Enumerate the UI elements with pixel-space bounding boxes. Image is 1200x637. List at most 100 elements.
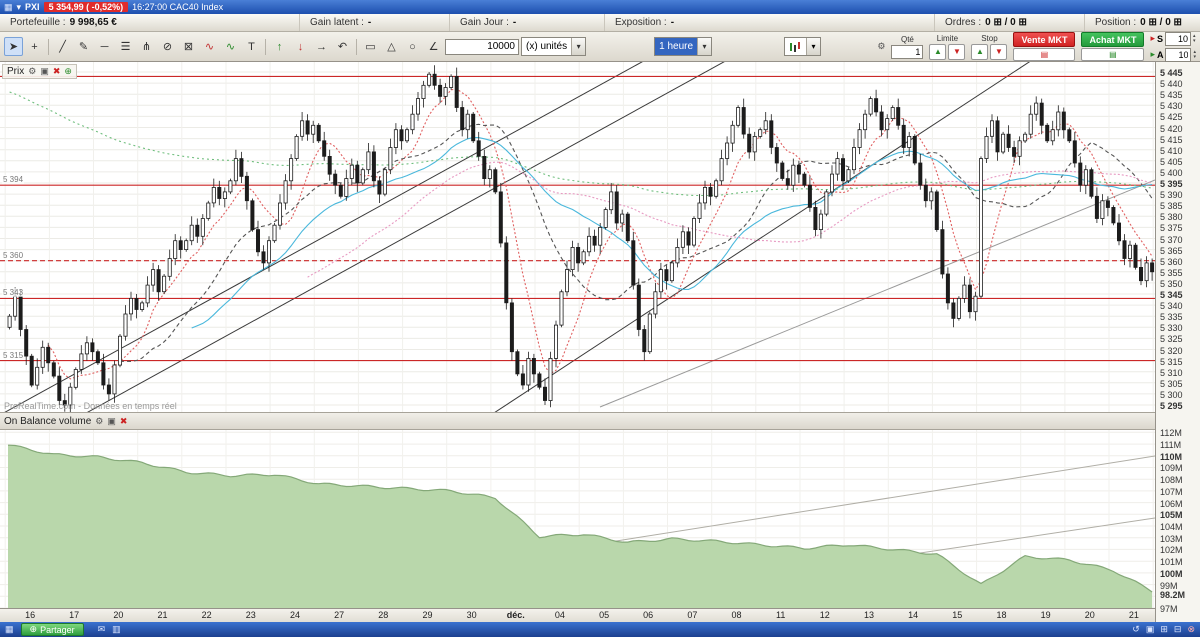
chart-style-button[interactable]: ▾	[784, 37, 822, 56]
x-axis-label: 18	[996, 610, 1007, 620]
price-axis-tick: 5 420	[1160, 123, 1183, 134]
tool-horizontal-line[interactable]: ─	[100, 40, 109, 53]
level-price-label: 5 343	[2, 288, 25, 298]
tool-arrow-down[interactable]: ↓	[297, 40, 304, 53]
price-axis-tick: 5 375	[1160, 223, 1183, 234]
buy-preset-label: A	[1156, 49, 1164, 60]
x-axis-label: 29	[422, 610, 433, 620]
x-axis-label: 27	[334, 610, 345, 620]
tool-triangle[interactable]: △	[387, 41, 396, 53]
sell-ticket-icon[interactable]: ▤	[1013, 48, 1076, 61]
buy-market-button[interactable]: Achat MKT	[1081, 32, 1145, 47]
price-window-icon[interactable]: ▣	[40, 66, 49, 76]
refresh-icon[interactable]: ↺	[1132, 624, 1140, 634]
volume-axis-tick: 105M	[1160, 510, 1183, 521]
price-axis-tick: 5 345	[1160, 290, 1183, 300]
obv-chart-panel	[0, 430, 1155, 608]
time-and-instrument: 16:27:00 CAC40 Index	[132, 2, 224, 12]
obv-window-icon[interactable]: ▣	[107, 415, 116, 426]
tool-sell-zone[interactable]: ∿	[204, 41, 215, 53]
tool-eraser[interactable]: ⊘	[162, 41, 173, 53]
price-axis-tick: 5 360	[1160, 256, 1183, 267]
limit-order-group: Limite ▲ ▼	[929, 34, 966, 60]
price-chart-panel: Prix ⚙ ▣ ✖ ⊕ 5 394 5 360 5 343 5 315 ProRea…	[0, 62, 1155, 412]
units-dropdown-icon[interactable]: ▾	[571, 38, 586, 55]
exposition-label: Exposition :	[615, 17, 667, 28]
price-axis-tick: 5 410	[1160, 145, 1183, 156]
tool-buy-zone[interactable]: ∿	[225, 41, 236, 53]
x-axis-label: 19	[1040, 610, 1051, 620]
window-title-bar: ▦ ▾ PXI 5 354,99 ( -0,52%) 16:27:00 CAC4…	[0, 0, 1200, 14]
price-add-indicator-icon[interactable]: ⊕	[64, 66, 72, 76]
tool-fibonacci[interactable]: ☰	[120, 41, 131, 53]
gain-jour-label: Gain Jour :	[460, 17, 509, 28]
timeframe-select[interactable]: 1 heure ▾	[654, 37, 713, 56]
window-menu-caret-icon[interactable]: ▾	[16, 1, 22, 12]
alert-status-icon[interactable]: ⊗	[1187, 624, 1195, 634]
price-axis-tick: 5 335	[1160, 312, 1183, 323]
orders-count[interactable]: Ordres : 0 ⊞ / 0 ⊞	[935, 14, 1085, 31]
obv-settings-icon[interactable]: ⚙	[95, 415, 104, 426]
buy-limit-button[interactable]: ▲	[929, 43, 947, 60]
order-settings-icon[interactable]: ⚙	[877, 41, 886, 51]
order-qty-input[interactable]	[891, 44, 924, 59]
price-settings-icon[interactable]: ⚙	[28, 66, 37, 76]
price-close-icon[interactable]: ✖	[52, 66, 61, 76]
obv-chart[interactable]	[0, 430, 1155, 608]
tool-arrow-right[interactable]: →	[316, 40, 327, 53]
tool-pitchfork[interactable]: ⋔	[141, 41, 152, 53]
volume-axis-tick: 108M	[1160, 475, 1183, 486]
price-axis-tick: 5 340	[1160, 301, 1183, 312]
toolbar-separator	[265, 38, 266, 55]
quantity-input[interactable]	[445, 38, 519, 55]
gain-jour-value: -	[512, 17, 517, 28]
sell-preset-stepper[interactable]: ▴ ▾	[1193, 32, 1196, 44]
tool-pencil[interactable]: ✎	[78, 41, 89, 53]
messages-icon[interactable]: ✉	[97, 624, 106, 634]
tool-trash[interactable]: ⊠	[183, 41, 194, 53]
units-select[interactable]: (x) unités ▾	[521, 37, 587, 56]
layout-icon[interactable]: ▣	[1145, 624, 1155, 634]
zoom-in-icon[interactable]: ⊞	[1160, 624, 1168, 634]
share-button[interactable]: ⊕ Partager	[20, 623, 84, 636]
price-chart[interactable]	[0, 62, 1155, 412]
position-count[interactable]: Position : 0 ⊞ / 0 ⊞	[1085, 14, 1200, 31]
stop-order-group: Stop ▲ ▼	[971, 34, 1008, 60]
units-selected-option: (x) unités	[526, 41, 568, 52]
buy-stop-button[interactable]: ▲	[971, 43, 989, 60]
price-axis-tick: 5 305	[1160, 378, 1183, 389]
tool-rectangle[interactable]: ▭	[365, 41, 376, 53]
tool-arrow-up[interactable]: ↑	[276, 40, 283, 53]
zoom-out-icon[interactable]: ⊟	[1173, 624, 1182, 634]
buy-preset-input[interactable]	[1165, 47, 1192, 62]
volume-axis-tick: 101M	[1160, 557, 1183, 568]
tool-trend-line[interactable]: ╱	[59, 41, 66, 53]
tool-undo[interactable]: ↶	[337, 41, 348, 53]
tool-measure[interactable]: ∠	[428, 41, 439, 53]
timeframe-dropdown-icon[interactable]: ▾	[697, 38, 712, 55]
buy-preset-stepper[interactable]: ▴ ▾	[1193, 48, 1196, 60]
tool-text[interactable]: T	[248, 40, 255, 53]
price-axis[interactable]: 5 445 5 440 5 435 5 430 5 425 5 420 5 415 5 410…	[1155, 62, 1200, 622]
tool-crosshair[interactable]: +	[31, 40, 38, 53]
platform-icon[interactable]: ▦	[5, 624, 14, 634]
watchlist-icon[interactable]: ▥	[112, 624, 121, 634]
price-axis-tick: 5 385	[1160, 201, 1183, 212]
x-axis[interactable]: 16 17 20 21 22 23 24 27 28 29 30 déc. 04 05 06 07 08 11 12…	[0, 608, 1155, 622]
chart-style-dropdown-icon[interactable]: ▾	[806, 38, 821, 55]
buy-ticket-icon[interactable]: ▤	[1081, 48, 1145, 61]
sell-limit-button[interactable]: ▼	[948, 43, 966, 60]
sell-stop-button[interactable]: ▼	[990, 43, 1008, 60]
sell-market-button[interactable]: Vente MKT	[1013, 32, 1076, 47]
order-presets: ▸ S ▴▾ ▸ A ▴▾	[1150, 31, 1196, 62]
volume-axis-tick: 100M	[1160, 568, 1183, 579]
tool-pointer[interactable]: ➤	[4, 37, 23, 56]
tool-ellipse[interactable]: ○	[409, 40, 416, 53]
sell-preset-input[interactable]	[1165, 31, 1191, 46]
obv-close-icon[interactable]: ✖	[119, 415, 128, 426]
price-axis-tick: 5 365	[1160, 245, 1183, 256]
x-axis-label: 12	[819, 610, 830, 620]
price-axis-tick: 5 330	[1160, 323, 1183, 334]
timeframe-selected-option: 1 heure	[655, 38, 698, 55]
price-axis-tick: 5 435	[1160, 90, 1183, 101]
